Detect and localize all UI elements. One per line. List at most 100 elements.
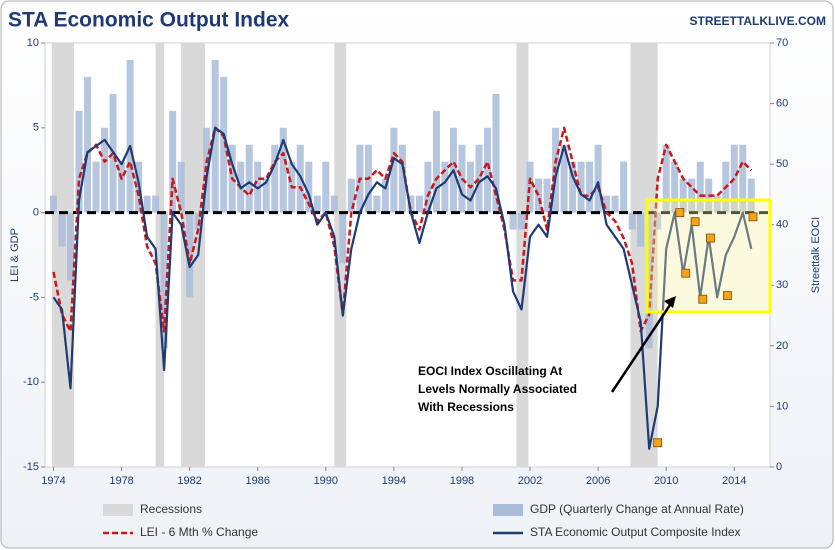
gdp-bar [679, 178, 687, 213]
gdp-bar [594, 144, 602, 213]
y-tick-label: -5 [29, 291, 39, 303]
x-tick-label: 1978 [109, 475, 133, 487]
gdp-bar [92, 161, 100, 213]
eoci-line [52, 126, 753, 450]
y2-tick-label: 70 [776, 37, 788, 49]
gdp-bar [671, 161, 679, 213]
x-tick-label: 1990 [314, 475, 338, 487]
gdp-bar [398, 144, 406, 213]
marker [748, 212, 758, 222]
gdp-bar [67, 212, 75, 281]
gdp-bar [483, 127, 491, 213]
y-tick-label: -10 [23, 376, 39, 388]
gdp-bar [245, 144, 253, 213]
y-tick-label: 10 [27, 37, 39, 49]
y-tick-label: 0 [33, 207, 39, 219]
gdp-bar [330, 195, 338, 213]
gdp-bar [569, 161, 577, 213]
recession-band [155, 43, 165, 467]
gdp-bar [305, 161, 313, 213]
x-tick-label: 2006 [586, 475, 610, 487]
gdp-bar [492, 93, 500, 213]
gdp-bar [118, 161, 126, 213]
x-tick-label: 2014 [722, 475, 746, 487]
gdp-bar [441, 161, 449, 213]
gdp-bar [169, 110, 177, 213]
marker [690, 217, 700, 227]
gdp-bar [381, 178, 389, 213]
legend-swatch [103, 504, 133, 516]
gdp-bar [407, 195, 415, 213]
gdp-bar [313, 195, 321, 213]
y2-axis-label: Streettalk EOCI [810, 217, 822, 293]
gdp-bar [220, 76, 228, 213]
gdp-bar [620, 161, 628, 213]
gdp-bar [432, 110, 440, 213]
gdp-bar [126, 59, 134, 213]
x-tick-label: 1986 [245, 475, 269, 487]
gdp-bar [84, 76, 92, 213]
annotation-text: With Recessions [418, 400, 514, 414]
gdp-bar [373, 195, 381, 213]
y2-tick-label: 60 [776, 97, 788, 109]
gdp-bar [339, 212, 347, 264]
legend-label: LEI - 6 Mth % Change [140, 525, 258, 539]
y2-tick-label: 30 [776, 279, 788, 291]
gdp-bar [143, 195, 151, 213]
gdp-bar [713, 195, 721, 213]
gdp-bar [586, 161, 594, 213]
gdp-bar [628, 212, 636, 230]
gdp-bar [160, 212, 168, 349]
gdp-bar [603, 195, 611, 213]
x-tick-label: 1998 [450, 475, 474, 487]
annotation-text: Levels Normally Associated [418, 382, 577, 396]
gdp-bar [415, 195, 423, 213]
marker [653, 438, 663, 448]
y-axis-label: LEI & GDP [9, 228, 21, 282]
gdp-bar [177, 161, 185, 213]
marker [681, 268, 691, 278]
gdp-bar [262, 178, 270, 213]
gdp-bar [424, 161, 432, 213]
gdp-bar [101, 127, 109, 213]
gdp-bar [279, 127, 287, 213]
gdp-bar [611, 195, 619, 213]
chart-title: STA Economic Output Index [8, 9, 289, 32]
gdp-bar [637, 212, 645, 247]
gdp-bar [645, 212, 653, 349]
y2-tick-label: 0 [776, 461, 782, 473]
legend-label: Recessions [140, 502, 202, 516]
gdp-bar [58, 212, 66, 247]
marker [698, 294, 708, 304]
x-tick-label: 1982 [177, 475, 201, 487]
gdp-bar [211, 59, 219, 213]
arrow-head [664, 296, 676, 308]
marker [675, 208, 685, 218]
gdp-bar [543, 178, 551, 213]
x-tick-label: 1974 [41, 475, 65, 487]
x-tick-label: 2002 [518, 475, 542, 487]
marker [723, 291, 732, 300]
source: STREETTALKLIVE.COM [690, 14, 826, 28]
gdp-bar [152, 195, 160, 213]
gdp-bar [662, 144, 670, 213]
legend-label: STA Economic Output Composite Index [530, 525, 741, 539]
gdp-bar [347, 178, 355, 213]
gdp-bar [654, 212, 662, 230]
gdp-bar [739, 144, 747, 213]
y-tick-label: 5 [33, 122, 39, 134]
gdp-bar [535, 178, 543, 213]
gdp-bar [560, 144, 568, 213]
y2-tick-label: 20 [776, 340, 788, 352]
gdp-bar [518, 212, 526, 230]
gdp-bar [322, 161, 330, 213]
gdp-bar [390, 127, 398, 213]
x-tick-label: 1994 [382, 475, 406, 487]
marker [706, 233, 715, 243]
gdp-bar [509, 212, 517, 230]
gdp-bar [577, 161, 585, 213]
recession-band [630, 43, 658, 467]
x-tick-label: 2010 [654, 475, 678, 487]
y-tick-label: -15 [23, 461, 39, 473]
